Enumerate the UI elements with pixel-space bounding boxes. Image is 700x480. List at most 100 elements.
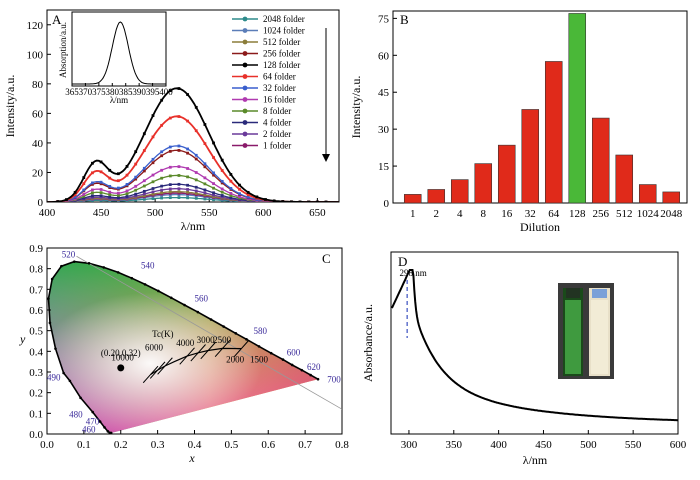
spectrum-marker xyxy=(142,132,146,136)
spectrum-series xyxy=(47,183,339,202)
panel-b-ytick-label: 15 xyxy=(378,161,390,173)
panel-d-xtick-label: 600 xyxy=(670,439,687,451)
bar-category-label: 256 xyxy=(593,208,610,220)
spectrum-marker xyxy=(151,192,155,196)
spectrum-marker xyxy=(229,192,233,195)
legend-marker xyxy=(242,143,248,148)
spectrum-marker xyxy=(151,187,155,190)
spectrum-marker xyxy=(142,166,146,170)
panel-d-xtick-label: 300 xyxy=(401,439,418,451)
spectrum-marker xyxy=(151,190,155,194)
locus-marker xyxy=(269,351,273,355)
spectrum-marker xyxy=(125,195,129,198)
guide-line xyxy=(76,255,343,410)
spectrum-marker xyxy=(125,192,129,196)
spectrum-marker xyxy=(160,150,164,154)
inset-xtick-label: 370 xyxy=(79,87,93,97)
panel-a-ytick-label: 60 xyxy=(32,108,44,120)
locus-marker xyxy=(50,277,54,281)
legend-label: 2 folder xyxy=(263,129,291,139)
spectrum-marker xyxy=(168,193,172,197)
panel-c-ytick-label: 0.4 xyxy=(29,346,43,358)
spectrum-marker xyxy=(246,190,250,194)
spectrum-marker xyxy=(99,182,103,186)
panel-c-ytick-label: 0.3 xyxy=(29,367,43,379)
bar xyxy=(544,61,563,204)
spectrum-marker xyxy=(203,123,207,126)
spectrum-marker xyxy=(125,164,129,168)
peak-label: 298 nm xyxy=(400,268,427,278)
spectrum-marker xyxy=(203,162,207,166)
spectrum-marker xyxy=(134,192,138,196)
legend-label: 8 folder xyxy=(263,106,291,116)
spectrum-marker xyxy=(315,200,319,202)
spectrum-marker xyxy=(168,187,172,191)
spectrum-marker xyxy=(324,200,328,202)
locus-marker xyxy=(169,296,173,300)
panel-a-ylabel: Intensity/a.u. xyxy=(3,75,17,138)
spectrum-marker xyxy=(73,193,77,197)
spectrum-marker xyxy=(220,187,224,191)
inset-xtick-label: 385 xyxy=(119,87,133,97)
locus-marker xyxy=(106,430,110,433)
panel-d-letter: D xyxy=(398,254,407,269)
bar-category-label: 1 xyxy=(410,208,416,220)
spectrum-marker xyxy=(116,193,120,197)
spectrum-marker xyxy=(194,191,198,195)
panel-a-letter: A xyxy=(52,12,62,27)
locus-marker xyxy=(316,377,320,381)
spectrum-marker xyxy=(203,188,207,192)
legend-marker xyxy=(242,16,248,22)
panel-c-ytick-label: 0.7 xyxy=(29,284,43,296)
chromaticity-point xyxy=(117,364,125,372)
panel-c-letter: C xyxy=(322,251,331,266)
spectrum-marker xyxy=(212,182,215,185)
spectrum-marker xyxy=(220,181,224,185)
inset-frame xyxy=(71,11,167,87)
spectrum-series xyxy=(47,196,339,202)
spectrum-marker xyxy=(108,195,112,199)
locus-marker xyxy=(72,260,76,263)
panel-a: A 400 450 500 550 600 650 0 20 40 60 80 100 120 2048… xyxy=(3,9,340,233)
panel-a-xtick-label: 650 xyxy=(309,207,326,219)
panel-a-inset: 365 370 375 380 385 390 395 400 Absorption/a.u.… xyxy=(58,11,173,105)
spectrum-marker xyxy=(177,144,181,148)
spectrum-marker xyxy=(246,193,250,197)
spectrum-series xyxy=(47,188,339,202)
spectrum-marker xyxy=(142,194,146,198)
spectrum-marker xyxy=(203,176,207,180)
spectrum-marker xyxy=(238,187,241,191)
locus-marker xyxy=(87,261,91,265)
isotherm-line xyxy=(200,341,216,360)
legend-marker xyxy=(242,131,248,137)
bar xyxy=(591,117,610,204)
panel-c-ytick-label: 0.6 xyxy=(29,305,43,317)
spectrum-marker xyxy=(212,191,215,195)
spectrum-marker xyxy=(160,176,164,180)
spectrum-marker xyxy=(168,89,172,92)
spectrum-series xyxy=(47,115,339,202)
spectrum-marker xyxy=(212,195,215,199)
spectrum-marker xyxy=(108,168,112,172)
planckian-tc-label: Tc(K) xyxy=(152,329,173,339)
isotherm-line xyxy=(149,361,166,379)
spectrum-marker xyxy=(272,199,276,202)
spectrum-marker xyxy=(212,186,215,190)
spectrum-marker xyxy=(160,191,164,195)
legend-label: 1024 folder xyxy=(263,26,305,36)
bar xyxy=(638,184,657,204)
spectrum-marker xyxy=(99,188,103,191)
locus-marker xyxy=(48,321,52,325)
spectrum-marker xyxy=(212,171,215,175)
panel-c-xtick-label: 0.5 xyxy=(225,439,239,451)
spectrum-marker xyxy=(177,182,181,186)
panel-c-xtick-label: 0.0 xyxy=(40,439,54,451)
panel-c-ytick-label: 0.5 xyxy=(29,326,43,338)
panel-c-xlabel: x xyxy=(188,451,195,465)
wavelength-label: 580 xyxy=(254,326,268,336)
spectrum-marker xyxy=(160,168,164,172)
cct-label: 2500 xyxy=(213,335,232,345)
cie-color-gamut xyxy=(48,261,318,433)
locus-marker xyxy=(245,338,248,341)
inset-xtick-label: 390 xyxy=(132,87,146,97)
